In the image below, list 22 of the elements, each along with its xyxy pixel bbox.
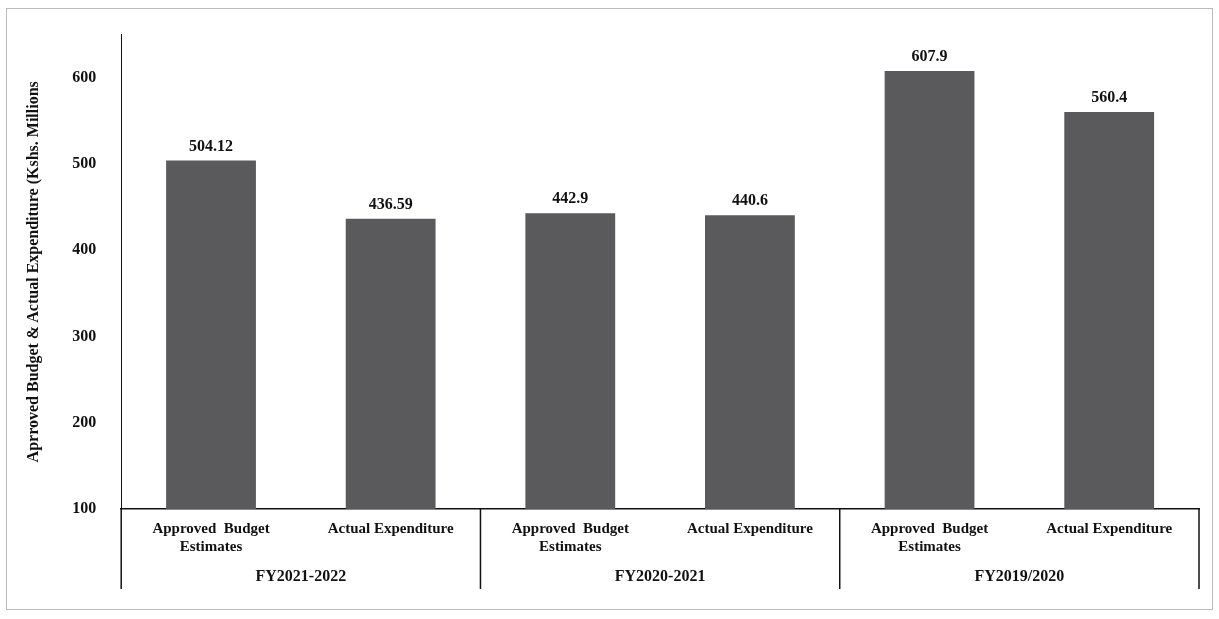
x-tick-label: Actual Expenditure — [686, 519, 814, 536]
y-tick-label: 100 — [72, 499, 97, 517]
y-tick-label: 300 — [72, 326, 97, 344]
x-tick-label: Actual Expenditure — [1046, 519, 1173, 536]
data-label: 440.6 — [731, 191, 768, 209]
text: FY2019/2020 — [974, 567, 1065, 585]
data-label: 504.12 — [189, 136, 234, 154]
y-tick-label: 200 — [72, 412, 97, 430]
y-tick-label: 500 — [72, 154, 97, 172]
data-label: 560.4 — [1091, 88, 1128, 106]
x-tick-label: Approved Budget Estimates — [152, 519, 270, 554]
x-tick-label: Actual Expenditure — [327, 519, 454, 536]
y-tick-label: 600 — [72, 67, 97, 85]
text: FY2020-2021 — [614, 567, 706, 585]
data-label: 442.9 — [552, 189, 589, 207]
data-label: 607.9 — [911, 47, 948, 65]
y-tick-label: 400 — [72, 240, 97, 258]
y-axis-title: Aprroved Budget & Actual Expenditure (Kshs. Millions — [23, 81, 42, 463]
text: FY2021-2022 — [255, 567, 347, 585]
x-tick-label: Approved Budget Estimates — [511, 519, 629, 554]
data-label: 436.59 — [368, 194, 413, 212]
x-tick-label: Approved Budget Estimates — [870, 519, 989, 554]
